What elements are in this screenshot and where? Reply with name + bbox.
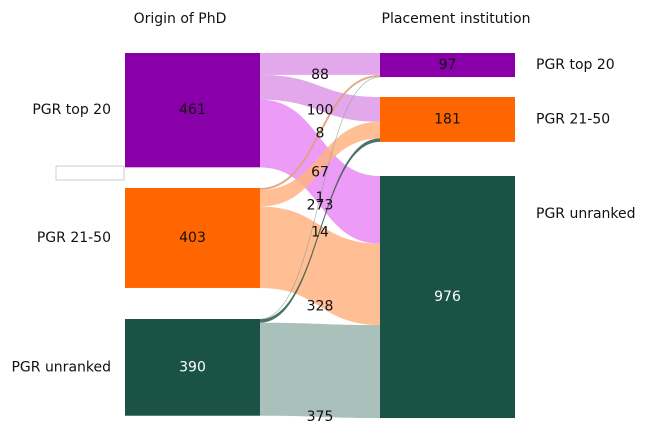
links: 88 100 273 8 67 328 1 14 375 [259,53,381,425]
link-label: 273 [307,198,334,214]
empty-box [55,165,125,181]
node-label: PGR top 20 [32,102,111,118]
link [260,206,380,326]
link [260,74,380,122]
link [260,121,380,207]
link [260,138,380,323]
link-label: 328 [307,298,334,314]
node-value: 976 [434,289,461,305]
node-label: PGR 21-50 [37,230,111,246]
link-label: 100 [307,103,334,119]
node [380,53,515,78]
link-label: 88 [311,67,329,83]
node-value: 97 [439,57,457,73]
node-label: PGR unranked [11,359,111,375]
node-label: PGR unranked [536,206,636,222]
link [260,53,380,75]
link-label: 1 [316,190,325,206]
node-label: PGR top 20 [536,57,615,73]
node-value: 403 [179,230,206,246]
node-value: 181 [434,111,461,127]
link-label: 67 [311,165,329,181]
node [380,97,515,142]
link [259,76,381,320]
link [259,74,381,190]
link-label: 375 [307,409,334,425]
node [125,188,260,288]
node-label: PGR 21-50 [536,111,610,127]
link [260,322,380,419]
node-value: 461 [179,102,206,118]
column-header: Placement institution [382,11,531,27]
node [125,319,260,416]
node-value: 390 [179,359,206,375]
link-label: 14 [311,224,329,240]
node [125,53,260,168]
nodes: 461 PGR top 20 403 PGR 21-50 390 PGR unranked… [11,53,636,419]
column-header: Origin of PhD [134,11,227,27]
node [380,176,515,419]
link-label: 8 [316,125,325,141]
